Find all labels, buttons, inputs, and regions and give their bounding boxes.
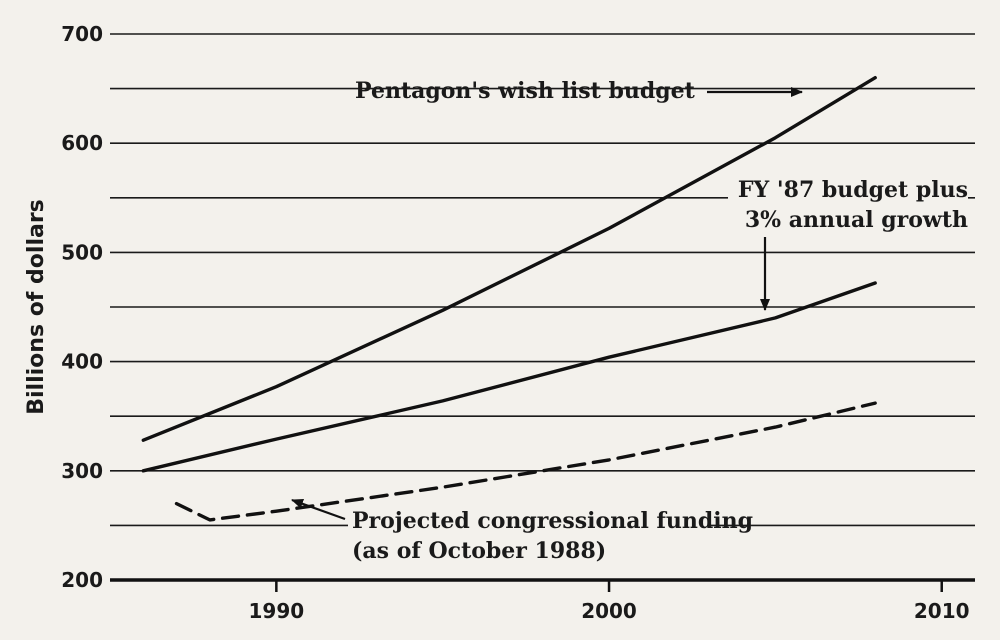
y-tick-label-600: 600: [61, 131, 103, 155]
annotation-congress-bg: [348, 506, 708, 568]
annotation-fy87-line2: 3% annual growth: [745, 207, 968, 233]
annotation-congress-line1: Projected congressional funding: [352, 508, 753, 534]
y-tick-label-200: 200: [61, 568, 103, 592]
x-tick-label-1990: 1990: [249, 599, 305, 623]
annotation-fy87-bg: [728, 176, 968, 240]
x-tick-label-2010: 2010: [914, 599, 970, 623]
y-tick-label-400: 400: [61, 350, 103, 374]
wish-list-line: [141, 75, 877, 442]
y-tick-label-500: 500: [61, 240, 103, 264]
y-axis-title: Billions of dollars: [24, 199, 49, 415]
annotation-congress-arrow: [291, 498, 346, 521]
annotation-wish-list: Pentagon's wish list budget: [355, 78, 696, 104]
fy87-growth-line: [141, 281, 877, 473]
annotation-congress-line2: (as of October 1988): [352, 538, 606, 564]
congressional-funding-line: [174, 401, 877, 522]
y-tick-label-700: 700: [61, 22, 103, 46]
x-tick-label-2000: 2000: [581, 599, 637, 623]
y-tick-label-300: 300: [61, 459, 103, 483]
annotation-fy87-line1: FY '87 budget plus: [738, 177, 968, 203]
